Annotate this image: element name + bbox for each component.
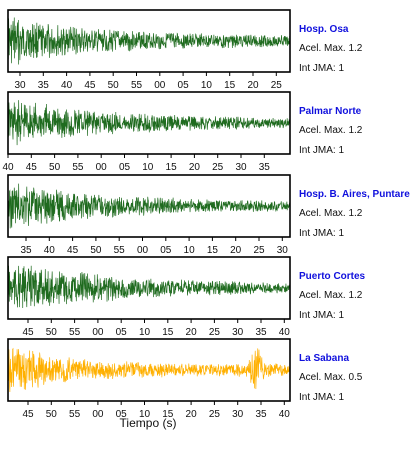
x-tick-label: 10	[142, 162, 154, 173]
x-tick-label: 45	[26, 162, 38, 173]
x-tick-label: 00	[92, 327, 104, 338]
x-tick-label: 00	[92, 409, 104, 420]
x-tick-label: 05	[119, 162, 131, 173]
panel-5: 45 50 55 00 05 10 15 20 25 30 35 40 La Sabana Acel. M…	[7, 338, 363, 420]
x-tick-label: 45	[84, 80, 96, 91]
x-tick-label: 00	[137, 245, 149, 256]
x-tick-label: 15	[207, 245, 219, 256]
panels: 30 35 40 45 50 55 00 05 10 15 20 25 Hosp. Osa Acel. M…	[2, 9, 410, 420]
panel-frame	[7, 91, 291, 155]
intensity-label: Int JMA: 1	[299, 63, 344, 74]
station-name: Hosp. Osa	[299, 24, 349, 35]
station-name: Hosp. B. Aires, Puntarenas	[299, 189, 410, 200]
panel-frame	[7, 9, 291, 73]
x-tick-label: 20	[230, 245, 242, 256]
x-tick-label: 00	[154, 80, 166, 91]
accel-label: Acel. Max. 0.5	[299, 372, 363, 383]
x-tick-label: 45	[22, 327, 34, 338]
station-name: La Sabana	[299, 353, 349, 364]
x-tick-label: 25	[212, 162, 224, 173]
x-tick-label: 50	[46, 327, 58, 338]
x-tick-label: 40	[2, 162, 14, 173]
panel-3: 35 40 45 50 55 00 05 10 15 20 25 30 Hosp. B. Aires, …	[7, 174, 410, 256]
x-tick-label: 10	[201, 80, 213, 91]
station-name: Puerto Cortes	[299, 271, 366, 282]
waveform-trace	[7, 265, 291, 308]
x-tick-label: 20	[189, 162, 201, 173]
x-tick-label: 25	[209, 327, 221, 338]
panel-1: 30 35 40 45 50 55 00 05 10 15 20 25 Hosp. Osa Acel. M…	[7, 9, 363, 91]
intensity-label: Int JMA: 1	[299, 145, 344, 156]
x-tick-label: 30	[235, 162, 247, 173]
panel-4: 45 50 55 00 05 10 15 20 25 30 35 40 Puerto Cortes Ace…	[7, 256, 366, 338]
x-tick-label: 25	[271, 80, 283, 91]
x-tick-label: 30	[232, 327, 244, 338]
x-tick-label: 35	[259, 162, 271, 173]
panel-frame	[7, 174, 291, 238]
x-tick-label: 35	[20, 245, 32, 256]
x-tick-label: 10	[139, 409, 151, 420]
x-tick-label: 35	[255, 327, 267, 338]
x-tick-label: 05	[116, 327, 128, 338]
x-tick-label: 55	[72, 162, 84, 173]
x-tick-label: 15	[162, 409, 174, 420]
x-tick-label: 40	[279, 409, 291, 420]
waveform-trace	[7, 183, 291, 229]
station-name: Palmar Norte	[299, 106, 362, 117]
x-tick-label: 10	[139, 327, 151, 338]
x-tick-label: 45	[22, 409, 34, 420]
waveform-trace	[7, 17, 291, 65]
x-tick-label: 15	[162, 327, 174, 338]
intensity-label: Int JMA: 1	[299, 228, 344, 239]
x-tick-label: 20	[247, 80, 259, 91]
x-tick-label: 20	[186, 327, 198, 338]
x-tick-label: 35	[38, 80, 50, 91]
x-tick-label: 30	[277, 245, 289, 256]
panel-frame	[7, 338, 291, 402]
intensity-label: Int JMA: 1	[299, 392, 344, 403]
x-tick-label: 55	[131, 80, 143, 91]
x-tick-label: 35	[255, 409, 267, 420]
waveform-trace	[7, 100, 291, 146]
accel-label: Acel. Max. 1.2	[299, 43, 363, 54]
accel-label: Acel. Max. 1.2	[299, 208, 363, 219]
x-tick-label: 50	[49, 162, 61, 173]
x-tick-label: 25	[209, 409, 221, 420]
x-tick-label: 15	[224, 80, 236, 91]
x-tick-label: 30	[14, 80, 26, 91]
x-tick-label: 50	[46, 409, 58, 420]
x-tick-label: 40	[61, 80, 73, 91]
x-tick-label: 00	[96, 162, 108, 173]
x-tick-label: 25	[253, 245, 265, 256]
x-tick-label: 45	[67, 245, 79, 256]
x-tick-label: 55	[69, 409, 81, 420]
panel-2: 40 45 50 55 00 05 10 15 20 25 30 35 Palmar Norte Acel…	[2, 91, 363, 173]
x-tick-label: 20	[186, 409, 198, 420]
x-tick-label: 30	[232, 409, 244, 420]
panel-frame	[7, 256, 291, 320]
x-tick-label: 50	[108, 80, 120, 91]
x-tick-label: 40	[279, 327, 291, 338]
waveform-trace	[7, 347, 291, 393]
x-axis-title: Tiempo (s)	[120, 416, 177, 430]
accel-label: Acel. Max. 1.2	[299, 290, 363, 301]
x-tick-label: 15	[166, 162, 178, 173]
x-tick-label: 55	[114, 245, 126, 256]
x-tick-label: 05	[178, 80, 190, 91]
x-tick-label: 05	[160, 245, 172, 256]
x-tick-label: 55	[69, 327, 81, 338]
x-tick-label: 10	[184, 245, 196, 256]
intensity-label: Int JMA: 1	[299, 310, 344, 321]
x-tick-label: 40	[44, 245, 56, 256]
x-tick-label: 05	[116, 409, 128, 420]
x-tick-label: 50	[90, 245, 102, 256]
accel-label: Acel. Max. 1.2	[299, 125, 363, 136]
